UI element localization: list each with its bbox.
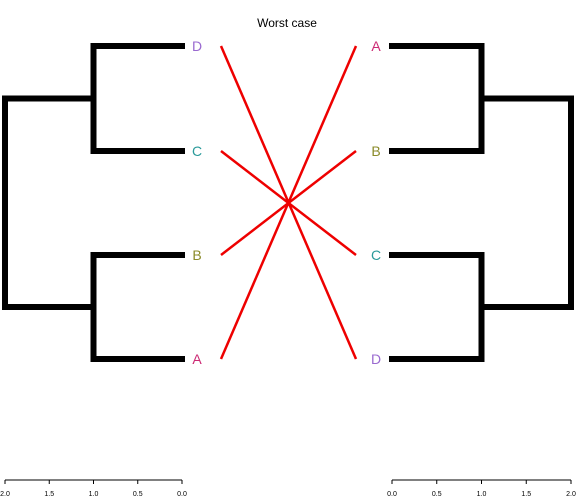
right-branch-ab-cd <box>478 95 574 310</box>
right-axis-tick-label: 0.0 <box>387 491 397 498</box>
right-branch-a-b <box>389 43 485 154</box>
left-branch-b-a <box>90 252 185 362</box>
left-axis-tick-label: 1.0 <box>89 491 99 498</box>
right-branch-c-d <box>389 252 485 362</box>
chart-title: Worst case <box>257 16 317 30</box>
right-dendrogram <box>389 43 574 362</box>
left-dendrogram <box>2 43 185 362</box>
left-axis-tick-label: 2.0 <box>0 491 10 498</box>
left-leaf-label-c: C <box>192 143 202 159</box>
left-leaf-label-d: D <box>192 38 202 54</box>
right-axis-tick-label: 0.5 <box>432 491 442 498</box>
left-branch-dc-ba <box>2 95 97 310</box>
right-leaf-label-c: C <box>371 247 381 263</box>
left-height-axis: 2.0 1.5 1.0 0.5 0.0 <box>0 479 187 498</box>
right-leaf-label-b: B <box>371 143 380 159</box>
right-height-axis: 0.0 0.5 1.0 1.5 2.0 <box>387 479 576 498</box>
right-axis-tick-label: 2.0 <box>566 491 576 498</box>
left-leaf-label-b: B <box>192 247 201 263</box>
right-leaf-label-d: D <box>371 351 381 367</box>
left-leaf-label-a: A <box>192 351 202 367</box>
left-branch-d-c <box>90 43 185 154</box>
left-axis-tick-label: 0.0 <box>177 491 187 498</box>
right-leaf-labels: A B C D <box>371 38 381 367</box>
left-axis-tick-label: 0.5 <box>133 491 143 498</box>
right-leaf-label-a: A <box>371 38 381 54</box>
connector-lines <box>219 45 358 360</box>
right-axis-tick-label: 1.0 <box>477 491 487 498</box>
left-leaf-labels: D C B A <box>192 38 202 367</box>
left-axis-tick-label: 1.5 <box>44 491 54 498</box>
connector-a-a <box>219 45 358 360</box>
right-axis-tick-label: 1.5 <box>521 491 531 498</box>
